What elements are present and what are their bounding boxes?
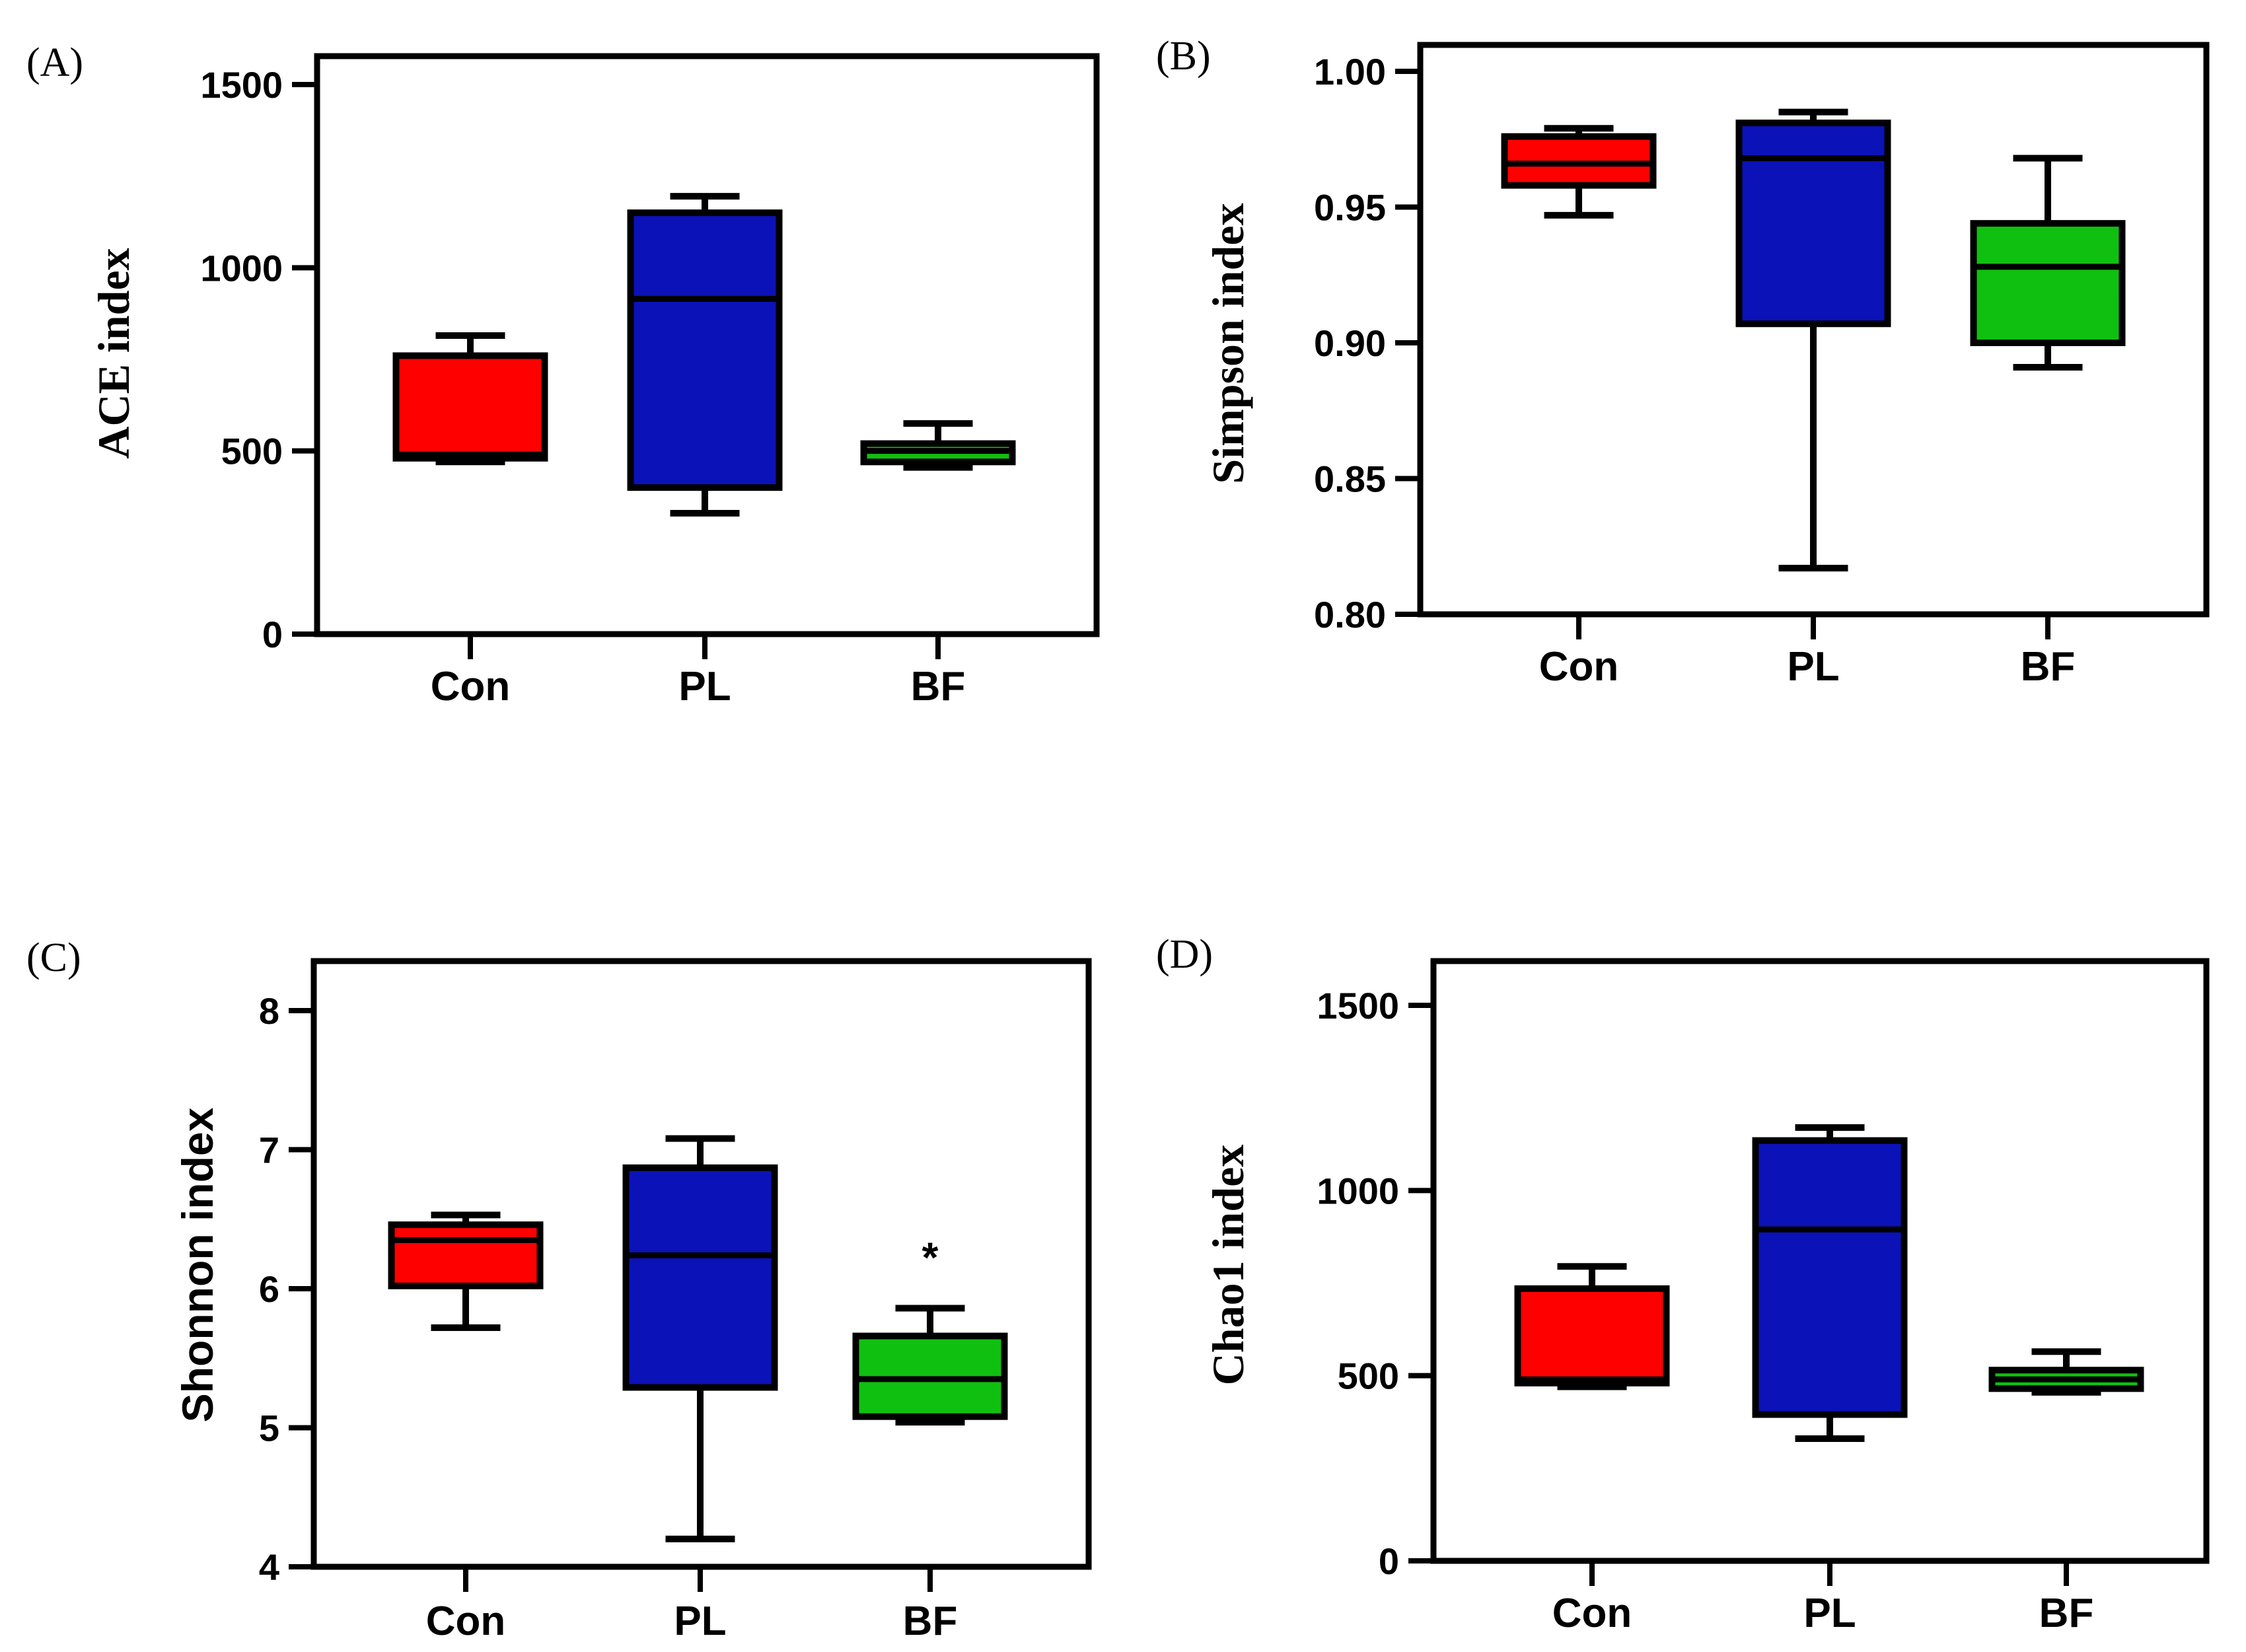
y-axis-label: Shonnon index — [173, 1107, 222, 1422]
y-tick-label: 1500 — [1317, 985, 1399, 1026]
x-category-label: BF — [2021, 644, 2076, 690]
y-tick-label: 0.85 — [1314, 458, 1386, 500]
box-bf — [1970, 155, 2126, 371]
chart-panel-d: (D) Chao1 index 0 500 1000 1500 Con PL BF — [1156, 932, 2210, 1636]
box-bf — [852, 1305, 1008, 1426]
y-tick-label: 0 — [262, 614, 283, 655]
y-tick-label: 0.95 — [1314, 187, 1386, 229]
box-body — [1514, 1285, 1670, 1386]
x-category-label: BF — [911, 664, 966, 709]
y-axis-label: Chao1 index — [1203, 1145, 1253, 1386]
chart-panel-c: (C) Shonnon index 4 5 6 7 8 Con PL BF * — [26, 935, 1092, 1644]
box-body — [388, 1221, 544, 1289]
y-axis-label: ACE index — [89, 248, 139, 458]
y-tick-label: 8 — [259, 990, 279, 1032]
y-tick-label: 0.90 — [1314, 322, 1386, 364]
y-tick-label: 0 — [1379, 1540, 1399, 1582]
box-body — [622, 1164, 778, 1391]
box-con — [1514, 1263, 1670, 1390]
box-bf — [1988, 1348, 2144, 1396]
y-tick-label: 6 — [259, 1268, 279, 1310]
x-category-label: BF — [903, 1598, 958, 1644]
y-tick-label: 1000 — [200, 247, 283, 289]
y-tick-label: 1500 — [200, 64, 283, 106]
y-tick-label: 5 — [259, 1408, 279, 1449]
box-pl — [622, 1135, 778, 1542]
box-pl — [1735, 108, 1891, 572]
x-category-label: BF — [2039, 1591, 2094, 1636]
box-body — [1970, 220, 2126, 346]
panel-label: (A) — [26, 40, 83, 85]
x-category-label: Con — [1539, 644, 1619, 690]
y-tick-label: 1.00 — [1314, 51, 1386, 92]
box-bf — [860, 420, 1016, 471]
x-category-label: PL — [678, 664, 731, 709]
chart-panel-b: (B) Simpson index 0.80 0.85 0.90 0.95 1.00 Con P… — [1156, 34, 2210, 690]
x-category-label: Con — [426, 1598, 506, 1644]
y-tick-label: 1000 — [1317, 1170, 1399, 1211]
y-tick-label: 4 — [259, 1546, 279, 1588]
box-body — [392, 352, 548, 462]
panel-label: (C) — [26, 935, 81, 980]
y-tick-label: 500 — [221, 431, 283, 472]
chart-panel-a: (A) ACE index 0 500 1000 1500 Con PL BF — [26, 40, 1100, 709]
box-con — [388, 1211, 544, 1331]
x-category-label: Con — [1552, 1591, 1632, 1636]
panel-label: (B) — [1156, 34, 1211, 79]
box-pl — [627, 193, 783, 517]
box-body — [627, 209, 783, 491]
y-tick-label: 0.80 — [1314, 594, 1386, 635]
significance-marker: * — [922, 1233, 939, 1281]
box-con — [392, 332, 548, 466]
y-tick-label: 7 — [259, 1130, 279, 1171]
x-category-label: Con — [431, 664, 511, 709]
plot-frame — [1430, 958, 2210, 1564]
box-pl — [1752, 1124, 1908, 1442]
x-category-label: PL — [1787, 644, 1839, 690]
panel-label: (D) — [1156, 932, 1213, 977]
x-category-label: PL — [1803, 1591, 1856, 1636]
x-category-label: PL — [674, 1598, 726, 1644]
y-axis-label: Simpson index — [1203, 203, 1253, 484]
box-body — [1752, 1137, 1908, 1418]
y-tick-label: 500 — [1338, 1355, 1399, 1397]
box-body — [1735, 120, 1891, 328]
box-con — [1501, 125, 1657, 219]
